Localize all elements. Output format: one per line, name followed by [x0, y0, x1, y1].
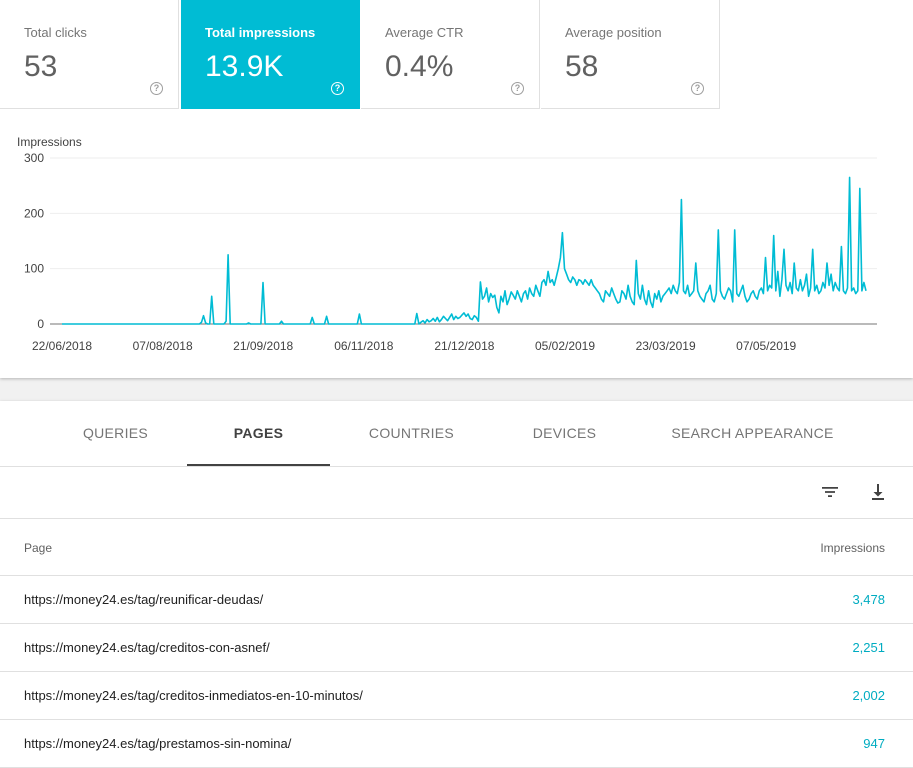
impressions-value: 2,251 [852, 640, 885, 655]
x-tick-label: 07/08/2018 [133, 339, 193, 353]
page-url[interactable]: https://money24.es/tag/reunificar-deudas… [24, 592, 264, 607]
x-tick-label: 06/11/2018 [334, 339, 393, 353]
chart-series-impressions [62, 176, 867, 325]
chart-yticks: 300 200 100 0 [24, 151, 44, 331]
metric-label: Average position [565, 25, 662, 40]
help-icon[interactable]: ? [691, 82, 704, 95]
y-tick-label: 100 [24, 262, 44, 276]
metric-value: 13.9K [205, 50, 284, 83]
tab-queries[interactable]: QUERIES [82, 425, 149, 441]
x-tick-label: 21/09/2018 [233, 339, 293, 353]
details-card: QUERIES PAGES COUNTRIES DEVICES SEARCH A… [0, 401, 913, 768]
metric-label: Total impressions [205, 25, 316, 40]
x-tick-label: 05/02/2019 [535, 339, 595, 353]
table-toolbar [0, 467, 913, 519]
tab-countries[interactable]: COUNTRIES [368, 425, 455, 441]
metric-value: 0.4% [385, 50, 454, 83]
y-tick-label: 300 [24, 151, 44, 165]
help-icon[interactable]: ? [331, 82, 344, 95]
chart-xticks: 22/06/2018 07/08/2018 21/09/2018 06/11/2018… [32, 339, 797, 353]
chart-ylabel: Impressions [17, 135, 82, 149]
page-url[interactable]: https://money24.es/tag/prestamos-sin-nom… [24, 736, 292, 751]
x-tick-label: 23/03/2019 [636, 339, 696, 353]
impressions-value: 3,478 [852, 592, 885, 607]
x-tick-label: 21/12/2018 [434, 339, 494, 353]
metric-average-position[interactable]: Average position 58 ? [541, 0, 720, 109]
chart-grid [50, 157, 877, 325]
impressions-chart[interactable]: Impressions 300 200 100 0 22/06/2018 07/08/2… [0, 120, 913, 370]
dimension-tabs: QUERIES PAGES COUNTRIES DEVICES SEARCH A… [0, 401, 913, 467]
tab-pages[interactable]: PAGES [187, 401, 330, 466]
tab-devices[interactable]: DEVICES [532, 425, 597, 441]
page-url[interactable]: https://money24.es/tag/creditos-inmediat… [24, 688, 363, 703]
metric-total-impressions[interactable]: Total impressions 13.9K ? [181, 0, 360, 109]
impressions-value: 947 [863, 736, 885, 751]
metric-average-ctr[interactable]: Average CTR 0.4% ? [361, 0, 540, 109]
performance-card: Total clicks 53 ? Total impressions 13.9… [0, 0, 913, 378]
table-row[interactable]: https://money24.es/tag/creditos-con-asne… [0, 624, 913, 672]
metric-label: Total clicks [24, 25, 87, 40]
filter-icon[interactable] [818, 480, 842, 504]
metric-total-clicks[interactable]: Total clicks 53 ? [0, 0, 179, 109]
help-icon[interactable]: ? [150, 82, 163, 95]
column-header-page[interactable]: Page [24, 541, 53, 555]
page-url[interactable]: https://money24.es/tag/creditos-con-asne… [24, 640, 270, 655]
x-tick-label: 22/06/2018 [32, 339, 92, 353]
impressions-value: 2,002 [852, 688, 885, 703]
table-row[interactable]: https://money24.es/tag/prestamos-sin-nom… [0, 720, 913, 768]
metric-value: 53 [24, 50, 58, 83]
x-tick-label: 07/05/2019 [736, 339, 796, 353]
metric-label: Average CTR [385, 25, 464, 40]
column-header-impressions[interactable]: Impressions [820, 541, 885, 555]
tab-search-appearance[interactable]: SEARCH APPEARANCE [671, 425, 834, 441]
table-row[interactable]: https://money24.es/tag/creditos-inmediat… [0, 672, 913, 720]
download-icon[interactable] [866, 480, 890, 504]
metric-value: 58 [565, 50, 599, 83]
y-tick-label: 200 [24, 206, 44, 220]
help-icon[interactable]: ? [511, 82, 524, 95]
table-row[interactable]: https://money24.es/tag/reunificar-deudas… [0, 576, 913, 624]
table-header: Page Impressions [0, 519, 913, 576]
y-tick-label: 0 [37, 317, 44, 331]
